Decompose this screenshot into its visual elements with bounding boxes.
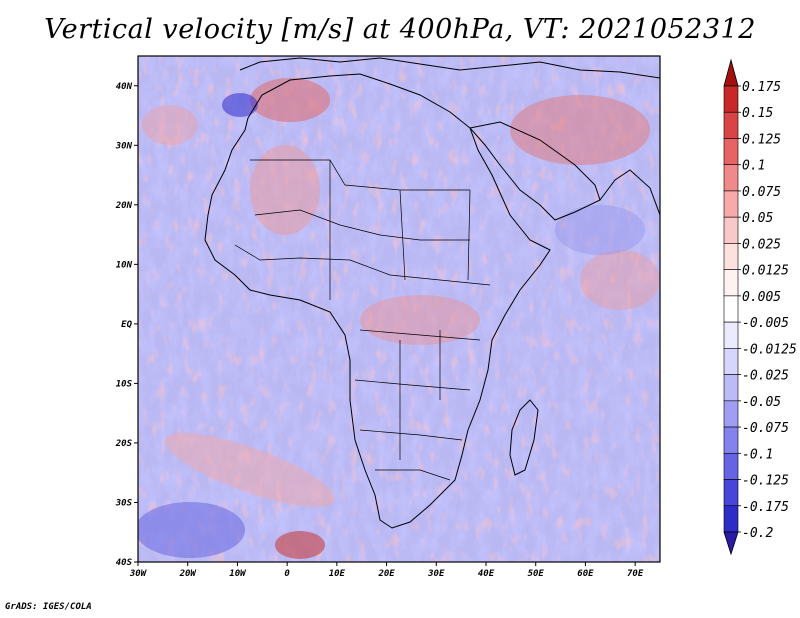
colorbar-label: -0.0125	[742, 342, 797, 357]
lat-tick-label: 30N	[115, 141, 133, 151]
madagascar-coastline	[509, 399, 539, 476]
patch-red	[275, 531, 325, 559]
patch-red	[142, 105, 198, 145]
colorbar-label: -0.2	[742, 526, 773, 541]
country-borders	[234, 159, 491, 481]
colorbar-label: 0.075	[742, 185, 781, 200]
colorbar-label: 0.125	[742, 132, 781, 147]
colorbar-label: -0.05	[742, 395, 781, 410]
colorbar-swatch	[723, 479, 739, 507]
colorbar-label: 0.0125	[742, 264, 789, 279]
colorbar-label: -0.1	[742, 447, 773, 462]
colorbar-swatch	[723, 348, 739, 375]
lat-tick-label: 10N	[116, 260, 133, 270]
latitude-axis: 40N 30N 20N 10N EQ 10S 20S 30S 40S	[115, 82, 138, 568]
colorbar-swatch	[723, 426, 739, 454]
colorbar-swatch	[723, 269, 739, 297]
credit-text: GrADS: IGES/COLA	[5, 602, 92, 612]
colorbar-swatch	[723, 505, 739, 533]
colorbar-swatch	[723, 452, 739, 480]
colorbar-label: 0.005	[742, 290, 781, 305]
lon-tick-label: 0	[284, 569, 290, 579]
lat-tick-label: 10S	[116, 379, 133, 389]
lat-tick-label: 20N	[115, 201, 133, 211]
europe-coastline	[239, 57, 660, 79]
velocity-field	[138, 56, 660, 562]
colorbar-label: -0.005	[742, 316, 789, 331]
patch-blue	[555, 205, 645, 255]
lat-tick-label: 30S	[115, 498, 133, 508]
lon-tick-label: 20W	[179, 569, 198, 579]
lon-tick-label: 70E	[627, 569, 644, 579]
colorbar-label: 0.1	[742, 159, 765, 174]
colorbar-label: 0.025	[742, 237, 781, 252]
colorbar-label: 0.175	[742, 80, 781, 95]
colorbar-bottom-arrow	[723, 531, 739, 556]
lat-tick-label: EQ	[121, 320, 132, 330]
lon-tick-label: 40E	[478, 569, 495, 579]
lon-tick-label: 30W	[129, 569, 148, 579]
map-frame	[137, 55, 661, 563]
lon-tick-label: 10W	[229, 569, 247, 579]
lat-tick-label: 40N	[116, 82, 133, 92]
lat-tick-label: 40S	[116, 558, 133, 568]
colorbar-label: -0.075	[742, 421, 789, 436]
colorbar-top-arrow	[723, 58, 739, 87]
chart-title: Vertical velocity [m/s] at 400hPa, VT: 2…	[44, 14, 756, 45]
patch-red	[510, 95, 650, 165]
lon-tick-label: 20E	[377, 569, 395, 579]
colorbar-swatch	[723, 216, 739, 244]
patch-red	[250, 78, 330, 122]
colorbar-swatch	[723, 85, 739, 113]
patch-red	[250, 145, 320, 235]
colorbar-label: -0.025	[742, 369, 789, 384]
lat-tick-label: 20S	[115, 439, 133, 449]
colorbar-swatch	[723, 295, 739, 323]
africa-coastline	[204, 73, 551, 529]
colorbar-swatch	[723, 138, 739, 166]
lon-tick-label: 60E	[577, 569, 594, 579]
colorbar-swatch	[723, 321, 739, 349]
patch-blue	[222, 93, 258, 117]
lon-tick-label: 50E	[528, 569, 545, 579]
longitude-axis: 30W 20W 10W 0 10E 20E 30E 40E 50E 60E 70E	[129, 562, 644, 579]
colorbar-swatch	[723, 164, 739, 192]
colorbar: 0.175 0.15 0.125 0.1 0.075 0.05 0.025 0.0125 0.0…	[723, 58, 797, 556]
patch-red	[165, 432, 335, 508]
colorbar-label: 0.15	[742, 106, 773, 121]
lon-tick-label: 10E	[329, 569, 346, 579]
colorbar-swatch	[723, 400, 739, 428]
colorbar-swatch	[723, 111, 739, 139]
patch-red	[360, 295, 480, 345]
colorbar-swatch	[723, 243, 739, 270]
lon-tick-label: 30E	[427, 569, 445, 579]
colorbar-label: 0.05	[742, 211, 773, 226]
colorbar-label: -0.125	[742, 474, 789, 489]
colorbar-swatch	[723, 374, 739, 402]
asia-coastline	[599, 169, 660, 216]
patch-red	[580, 250, 660, 310]
colorbar-label: -0.175	[742, 500, 789, 515]
colorbar-swatch	[723, 190, 739, 218]
patch-blue	[138, 502, 245, 558]
arabia-coastline	[469, 121, 601, 221]
coastlines	[204, 57, 660, 529]
